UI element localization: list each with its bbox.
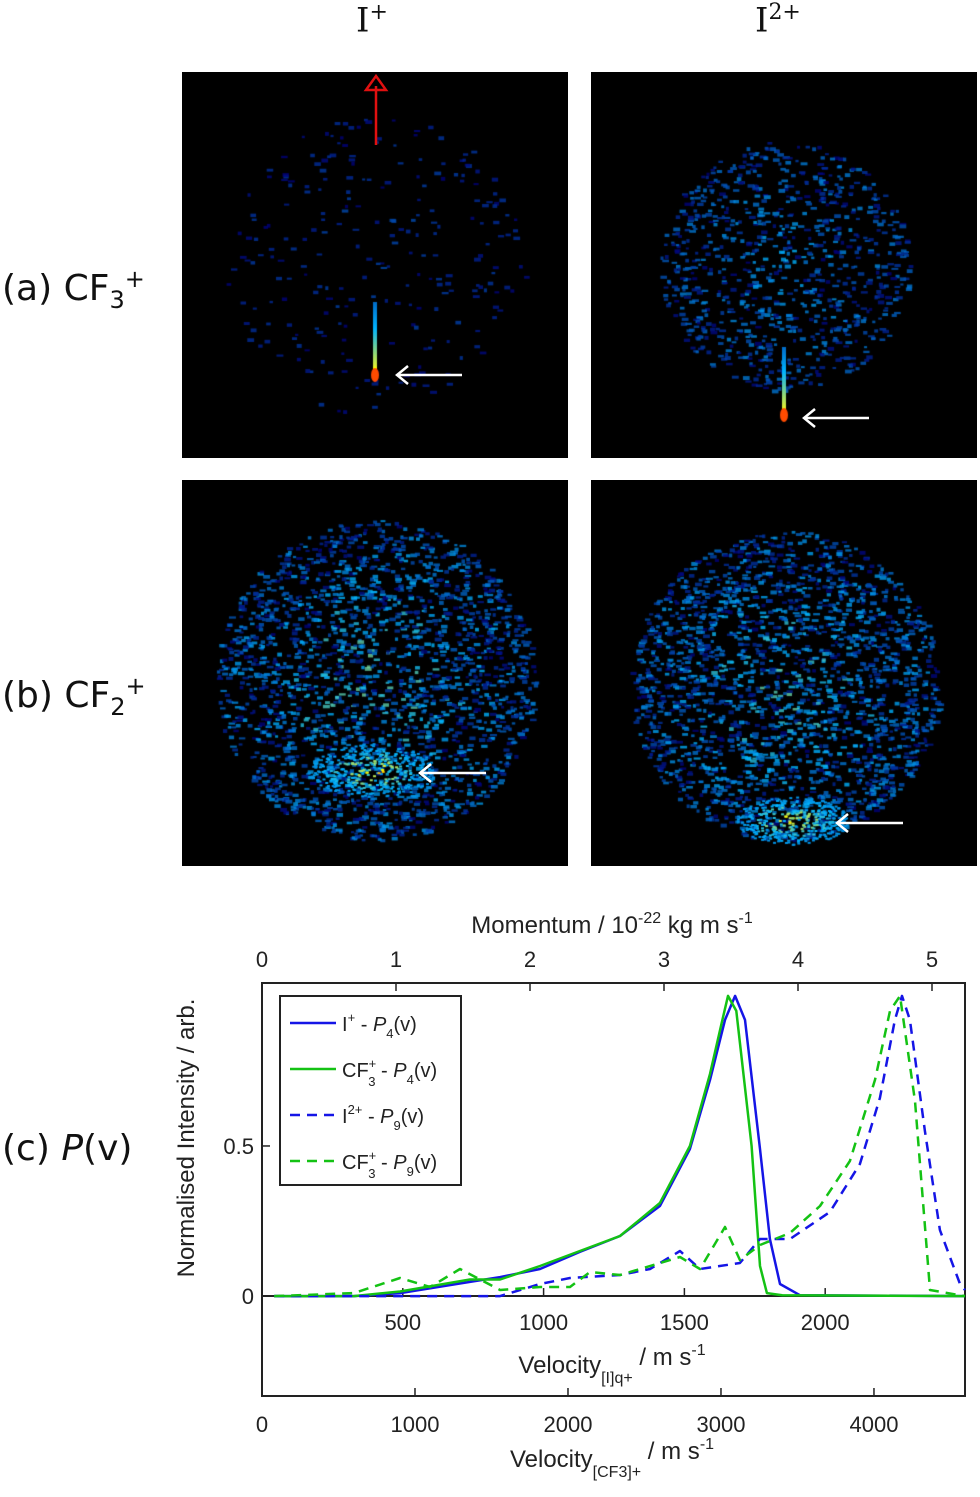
legend: I+ - P4(v) CF+ 3 - P4(v) I2+ - P9(v) CF+ 3 - … (279, 995, 462, 1186)
row-label-c: (c) P(v) (2, 1128, 133, 1169)
y-tick-label: 0 (242, 1284, 254, 1309)
top-tick-label: 3 (658, 947, 670, 972)
bottom-tick-label: 2000 (544, 1412, 593, 1437)
top-axis-label: Momentum / 10-22 kg m s-1 (471, 910, 753, 939)
middle-tick-label: 2000 (801, 1310, 850, 1335)
white-arrow-icon (395, 365, 462, 385)
row-label-a: (a) CF3+ (2, 265, 145, 315)
legend-label: I2+ - P9(v) (342, 1102, 424, 1133)
column-title-i-plus: I+ (356, 0, 388, 41)
plot-frame (261, 982, 966, 1397)
velocity-map (591, 480, 977, 866)
top-tick-label: 5 (926, 947, 938, 972)
y-axis-label: Normalised Intensity / arb. (173, 999, 200, 1278)
series-line-2 (274, 994, 966, 1298)
middle-tick-label: 1000 (519, 1310, 568, 1335)
pv-chart: Momentum / 10-22 kg m s-1 Normalised Int… (173, 910, 966, 1481)
legend-label: CF+ 3 - P9(v) (342, 1148, 437, 1181)
series-line-1 (274, 994, 966, 1298)
image-cf2-i-plus (182, 480, 568, 866)
arrows-overlay (363, 73, 903, 833)
column-title-i-2plus: I2+ (755, 0, 801, 41)
bottom-tick-label: 1000 (391, 1412, 440, 1437)
row-label-b: (b) CF2+ (2, 672, 146, 722)
middle-tick-label: 1500 (660, 1310, 709, 1335)
polarisation-arrow-icon (363, 73, 389, 145)
middle-axis-label: Velocity[I]q+ / m s-1 (518, 1342, 705, 1387)
legend-label: I+ - P4(v) (342, 1010, 417, 1041)
bottom-tick-label: 3000 (697, 1412, 746, 1437)
bottom-tick-label: 0 (256, 1412, 268, 1437)
bottom-axis-label: Velocity[CF3]+ / m s-1 (510, 1436, 714, 1481)
white-arrow-icon (835, 813, 903, 833)
middle-tick-label: 500 (384, 1310, 421, 1335)
y-tick-label: 0.5 (223, 1134, 254, 1159)
legend-label: CF+ 3 - P4(v) (342, 1056, 437, 1089)
series-line-3 (274, 994, 966, 1298)
series-line-0 (274, 994, 966, 1298)
white-arrow-icon (418, 763, 486, 783)
top-tick-label: 0 (256, 947, 268, 972)
top-tick-label: 4 (792, 947, 804, 972)
velocity-map (182, 480, 568, 866)
image-cf2-i-2plus (591, 480, 977, 866)
image-cf3-i-2plus (591, 72, 977, 458)
white-arrow-icon (802, 408, 869, 428)
velocity-map (591, 72, 977, 458)
top-tick-label: 2 (524, 947, 536, 972)
bottom-tick-label: 4000 (849, 1412, 898, 1437)
top-tick-label: 1 (390, 947, 402, 972)
